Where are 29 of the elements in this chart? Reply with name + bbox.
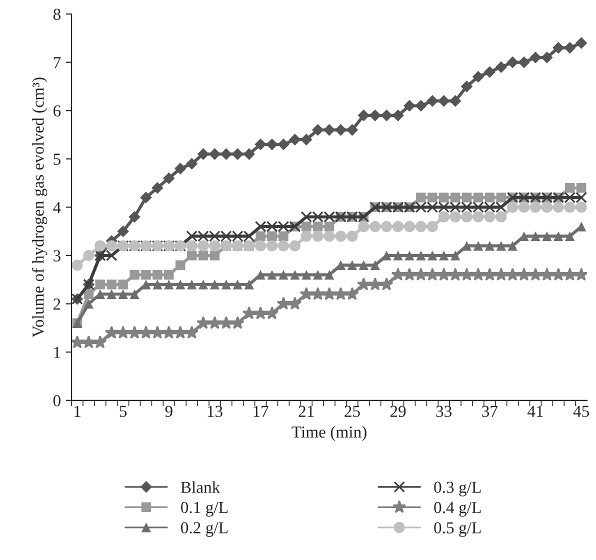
x-tick-label: 21	[298, 406, 314, 417]
legend-label: 0.2 g/L	[181, 522, 228, 537]
legend-label: Blank	[180, 481, 220, 493]
y-tick-label: 5	[54, 154, 60, 165]
x-tick-label: 25	[344, 406, 360, 417]
x-tick-label: 17	[254, 406, 268, 417]
legend-label: 0.5 g/L	[434, 522, 481, 537]
legend-label: 0.1 g/L	[181, 502, 228, 517]
y-tick-label: 3	[54, 250, 60, 262]
x-tick-label: 29	[390, 406, 406, 417]
y-tick-label: 1	[54, 346, 60, 358]
legend-label: 0.4 g/L	[434, 502, 481, 517]
y-axis-title: Volume of hydrogen gas evolved (cm³)	[32, 78, 48, 338]
x-tick-label: 9	[165, 406, 172, 417]
y-tick-label: 4	[53, 202, 61, 213]
y-tick-label: 0	[53, 395, 60, 406]
x-axis-title: Time (min)	[292, 426, 366, 442]
x-tick-label: 37	[482, 406, 498, 417]
x-tick-label: 1	[74, 406, 80, 417]
y-tick-label: 8	[53, 8, 60, 20]
legend-label: 0.3 g/L	[434, 482, 481, 496]
y-tick-label: 7	[54, 57, 61, 68]
x-tick-label: 5	[120, 406, 127, 417]
x-tick-label: 33	[436, 406, 452, 417]
x-tick-label: 45	[573, 406, 590, 417]
y-tick-label: 2	[54, 298, 60, 310]
x-tick-label: 13	[208, 406, 222, 417]
x-tick-label: 41	[528, 406, 543, 417]
y-tick-label: 6	[53, 105, 61, 117]
